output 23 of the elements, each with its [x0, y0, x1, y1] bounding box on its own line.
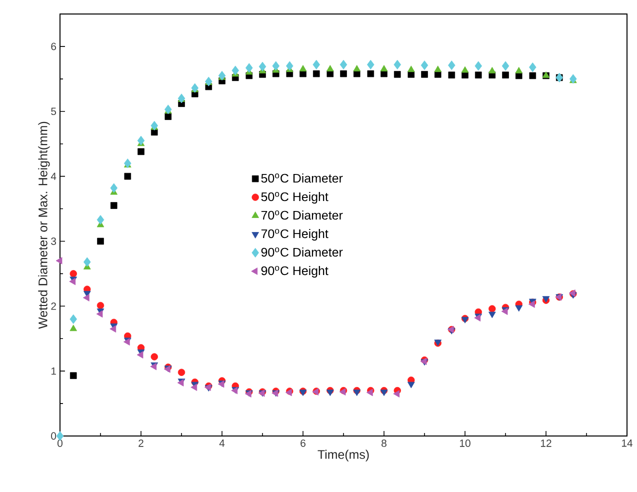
legend-label: 50$^{o}$C Diameter — [261, 174, 343, 183]
y-tick-label: 5 — [51, 108, 56, 116]
legend-label: 90$^{o}$C Diameter — [261, 247, 343, 257]
x-tick-label: 10 — [460, 440, 470, 447]
y-tick-label: 2 — [51, 302, 56, 310]
x-tick-label: 6 — [300, 440, 306, 447]
x-tick-label: 2 — [138, 440, 144, 447]
legend-label: 50$^{o}$C Height — [261, 192, 328, 204]
y-tick-label: 3 — [51, 238, 56, 245]
y-tick-label: 0 — [51, 432, 56, 440]
legend-label: 70$^{o}$C Height — [261, 228, 328, 241]
y-tick-label: 4 — [50, 172, 56, 180]
x-tick-label: 14 — [622, 440, 633, 447]
x-tick-label: 8 — [382, 440, 386, 447]
x-tick-label: 0 — [58, 440, 62, 447]
y-axis-title: Wetted Diameter or Max. Height(mm) — [38, 122, 50, 329]
x-tick-label: 4 — [219, 440, 225, 447]
y-tick-label: 6 — [51, 42, 56, 50]
y-tick-label: 1 — [51, 367, 56, 375]
x-tick-label: 12 — [540, 440, 552, 447]
legend-label: 90$^{o}$C Height — [261, 266, 328, 278]
x-axis-title: Time(ms) — [318, 450, 369, 462]
legend-label: 70$^{o}$C Diameter — [261, 210, 343, 220]
